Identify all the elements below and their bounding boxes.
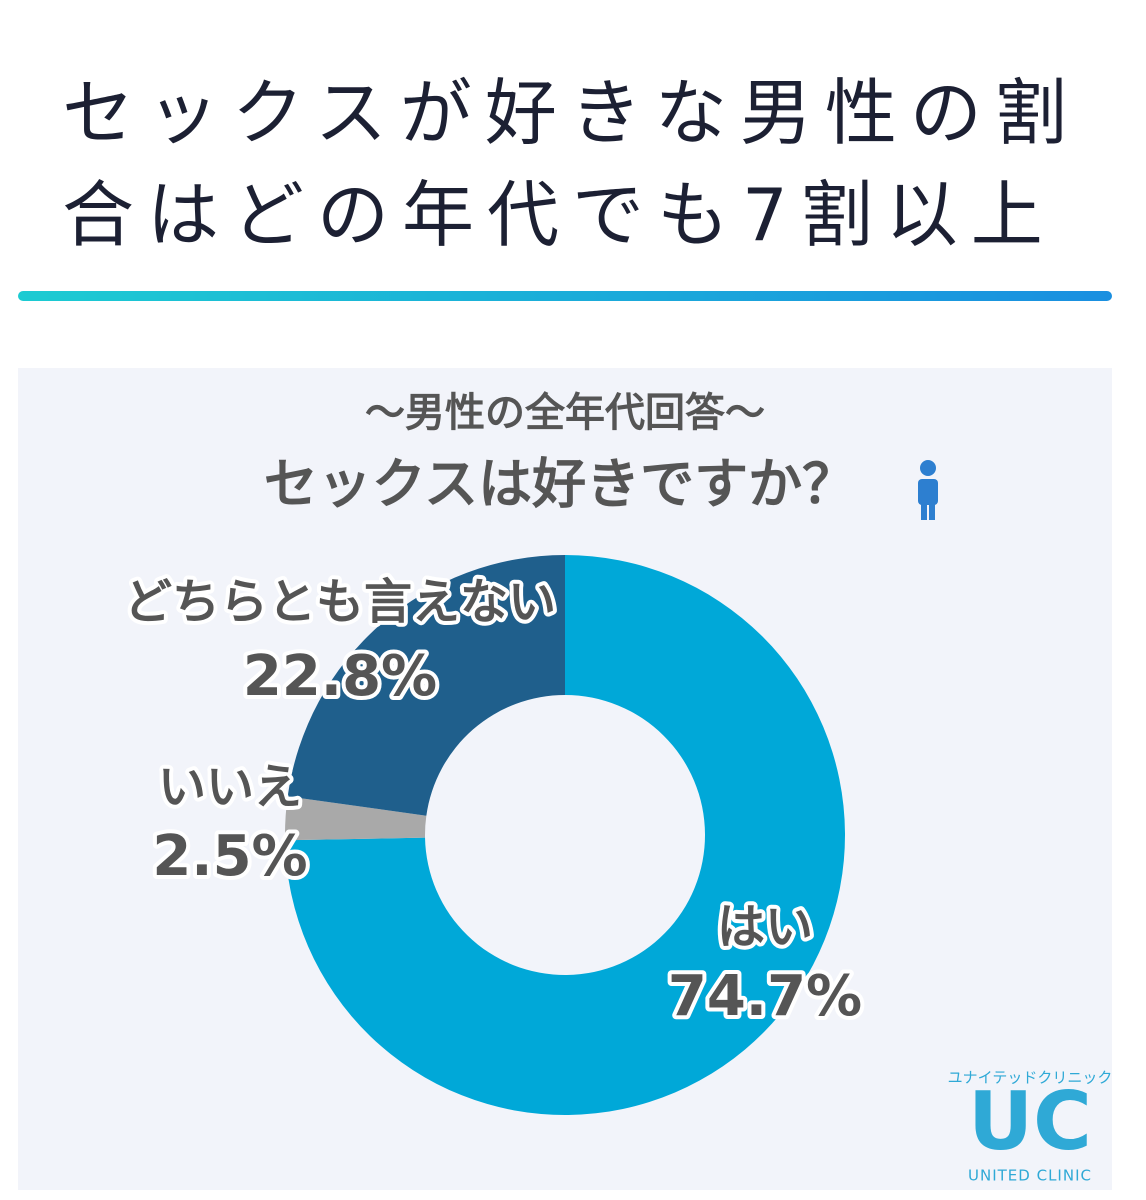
title-underline xyxy=(18,291,1112,301)
logo-kana: ユナイテッドクリニック xyxy=(948,1069,1113,1087)
value-label: 22.8% xyxy=(243,644,437,709)
category-label: どちらとも言えない xyxy=(124,574,556,630)
category-label: はい xyxy=(717,899,813,955)
chart-subtitle: 〜男性の全年代回答〜 xyxy=(365,390,765,436)
value-label: 2.5% xyxy=(152,824,307,889)
category-label: いいえ xyxy=(158,759,302,815)
page-title: セックスが好きな男性の割合はどの年代でも7割以上 xyxy=(62,71,1080,257)
donut-segment xyxy=(285,555,846,1115)
donut-segment xyxy=(287,555,565,816)
logo-name: UNITED CLINIC xyxy=(968,1167,1092,1185)
chart-title: セックスは好きですか？ xyxy=(264,453,856,516)
logo-mark: UC xyxy=(968,1075,1092,1168)
value-label: 74.7% xyxy=(668,964,862,1029)
donut-segment xyxy=(285,796,427,841)
person-icon xyxy=(918,460,938,520)
